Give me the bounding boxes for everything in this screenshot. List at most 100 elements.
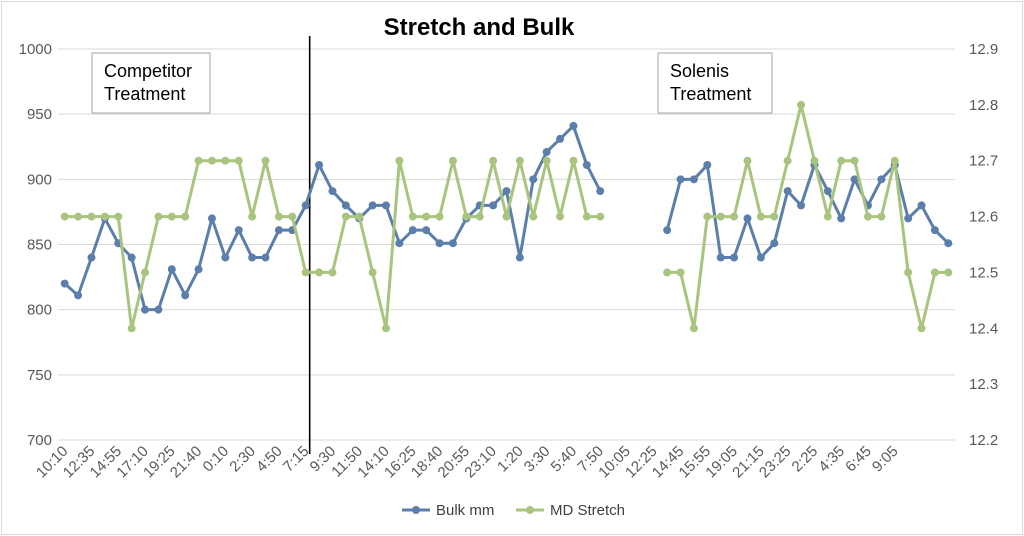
data-point-md-stretch: [730, 212, 739, 221]
data-point-bulk: [770, 239, 779, 248]
data-point-md-stretch: [783, 156, 792, 165]
data-point-md-stretch: [328, 268, 337, 277]
data-point-bulk: [823, 187, 832, 196]
data-point-bulk: [448, 239, 457, 248]
y-left-tick-label: 1000: [19, 41, 52, 58]
data-point-md-stretch: [234, 156, 243, 165]
data-point-bulk: [328, 187, 337, 196]
legend-marker: [526, 506, 534, 514]
data-point-bulk: [917, 201, 926, 210]
y-right-tick-label: 12.8: [969, 97, 998, 114]
data-point-md-stretch: [100, 212, 109, 221]
data-point-bulk: [261, 253, 270, 262]
data-point-md-stretch: [823, 212, 832, 221]
x-axis: 10:1012:3514:5517:1019:2521:400:102:304:…: [33, 443, 902, 482]
data-point-md-stretch: [261, 156, 270, 165]
data-point-md-stretch: [395, 156, 404, 165]
x-tick-label: 9:05: [869, 443, 902, 476]
data-point-md-stretch: [863, 212, 872, 221]
data-point-bulk: [435, 239, 444, 248]
y-left-tick-label: 750: [27, 367, 52, 384]
legend-label: MD Stretch: [550, 502, 625, 519]
data-point-md-stretch: [703, 212, 712, 221]
data-point-md-stretch: [435, 212, 444, 221]
data-point-md-stretch: [274, 212, 283, 221]
series-layer: [60, 36, 953, 454]
data-point-bulk: [422, 226, 431, 235]
data-point-bulk: [569, 121, 578, 130]
data-point-bulk: [596, 187, 605, 196]
y-left-tick-label: 800: [27, 302, 52, 319]
data-point-bulk: [87, 253, 96, 262]
data-point-md-stretch: [944, 268, 953, 277]
data-point-bulk: [582, 160, 591, 169]
data-point-md-stretch: [569, 156, 578, 165]
data-point-bulk: [850, 175, 859, 184]
data-point-md-stretch: [141, 268, 150, 277]
data-point-md-stretch: [556, 212, 565, 221]
data-point-md-stretch: [917, 324, 926, 333]
data-point-bulk: [274, 226, 283, 235]
data-point-md-stretch: [489, 156, 498, 165]
data-point-bulk: [382, 201, 391, 210]
data-point-bulk: [60, 279, 69, 288]
data-point-bulk: [676, 175, 685, 184]
x-tick-label: 0:10: [200, 443, 233, 476]
data-point-bulk: [743, 214, 752, 223]
data-point-bulk: [127, 253, 136, 262]
data-point-md-stretch: [904, 268, 913, 277]
y-right-tick-label: 12.3: [969, 376, 998, 393]
data-point-md-stretch: [382, 324, 391, 333]
data-point-md-stretch: [462, 212, 471, 221]
data-point-bulk: [877, 175, 886, 184]
x-tick-label: 1:20: [494, 443, 527, 476]
legend-marker: [412, 506, 420, 514]
data-point-md-stretch: [689, 324, 698, 333]
data-point-bulk: [315, 160, 324, 169]
data-point-bulk: [234, 226, 243, 235]
y-right-tick-label: 12.6: [969, 209, 998, 226]
x-tick-label: 3:30: [521, 443, 554, 476]
data-point-bulk: [489, 201, 498, 210]
data-point-bulk: [167, 265, 176, 274]
data-point-md-stretch: [502, 212, 511, 221]
data-point-md-stretch: [542, 156, 551, 165]
data-point-md-stretch: [743, 156, 752, 165]
data-point-md-stretch: [355, 212, 364, 221]
data-point-bulk: [944, 239, 953, 248]
data-point-md-stretch: [515, 156, 524, 165]
data-point-bulk: [181, 291, 190, 300]
data-point-bulk: [529, 175, 538, 184]
annotation-box: [91, 52, 211, 114]
chart-title: Stretch and Bulk: [384, 14, 575, 41]
data-point-md-stretch: [837, 156, 846, 165]
solenis-treatment-box: Solenis Treatment: [657, 52, 773, 114]
data-point-bulk: [207, 214, 216, 223]
data-point-bulk: [368, 201, 377, 210]
data-point-md-stretch: [167, 212, 176, 221]
data-point-md-stretch: [475, 212, 484, 221]
x-tick-label: 7:15: [280, 443, 313, 476]
data-point-md-stretch: [810, 156, 819, 165]
annotation-text: Treatment: [104, 84, 185, 104]
data-point-md-stretch: [770, 212, 779, 221]
data-point-bulk: [395, 239, 404, 248]
data-point-md-stretch: [596, 212, 605, 221]
data-point-md-stretch: [194, 156, 203, 165]
data-point-bulk: [716, 253, 725, 262]
annotations: Competitor Treatment Solenis Treatment: [91, 52, 773, 114]
legend-label: Bulk mm: [436, 502, 494, 519]
data-point-md-stretch: [154, 212, 163, 221]
right-y-axis: 12.2 12.3 12.4 12.5 12.6 12.7 12.8 12.9: [969, 41, 998, 449]
y-right-tick-label: 12.4: [969, 320, 998, 337]
data-point-bulk: [756, 253, 765, 262]
data-point-md-stretch: [877, 212, 886, 221]
data-point-md-stretch: [248, 212, 257, 221]
series-line-bulk: [63, 124, 602, 312]
data-point-bulk: [783, 187, 792, 196]
gridlines: [58, 48, 955, 441]
data-point-bulk: [341, 201, 350, 210]
y-right-tick-label: 12.2: [969, 432, 998, 449]
data-point-bulk: [730, 253, 739, 262]
data-point-bulk: [141, 305, 150, 314]
